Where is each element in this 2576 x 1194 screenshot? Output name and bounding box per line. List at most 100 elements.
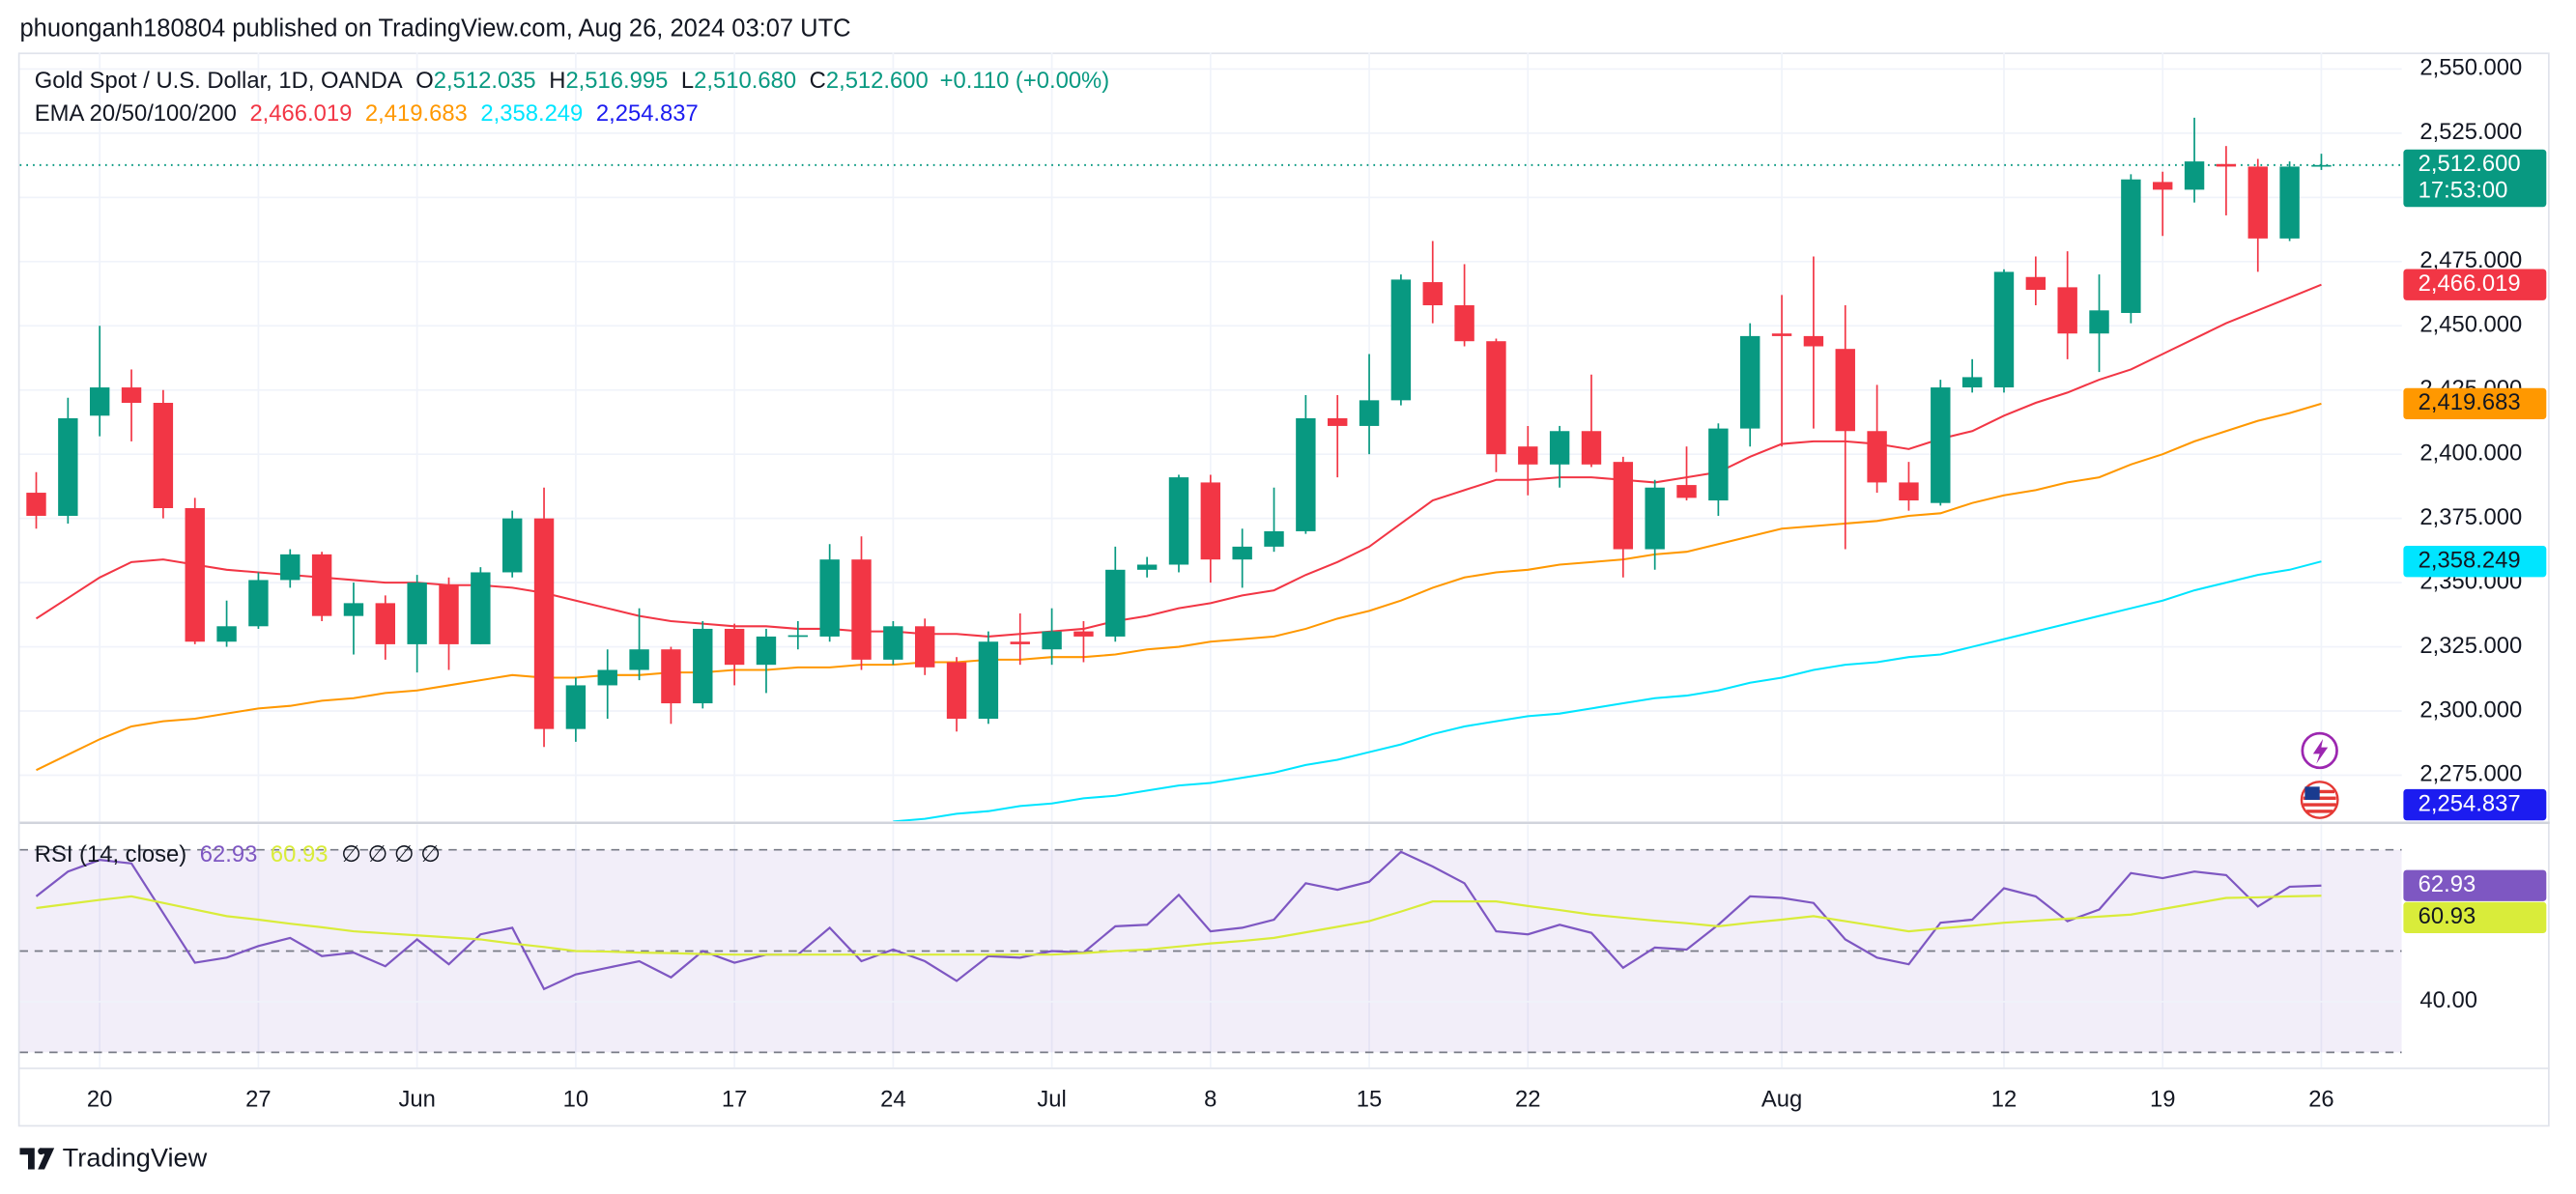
candle-body <box>1010 641 1030 644</box>
ema-line <box>36 402 2322 772</box>
candle-body <box>216 626 237 642</box>
last-price-badge: 2,512.600 <box>2419 151 2521 177</box>
candle-body <box>185 508 205 642</box>
rsi-line <box>36 895 2322 956</box>
candle-body <box>1803 335 1824 347</box>
rsi-badge: 60.93 <box>2419 903 2476 929</box>
y-tick-label: 2,275.000 <box>2419 761 2522 787</box>
ohlc-key: H <box>549 68 565 94</box>
change: +0.110 (+0.00%) <box>940 68 1110 94</box>
y-tick-label: 2,550.000 <box>2419 55 2522 81</box>
x-tick-label: 24 <box>880 1086 905 1112</box>
candle-body <box>1613 462 1634 550</box>
ohlc-key: C <box>810 68 826 94</box>
rsi-legend: RSI (14, close) 62.93 60.93 ∅ ∅ ∅ ∅ <box>35 841 441 867</box>
alert-icon <box>2301 731 2338 770</box>
last-price-badge-bg <box>2403 149 2547 208</box>
candle-body <box>1581 431 1602 465</box>
x-tick-label: 22 <box>1515 1086 1540 1112</box>
ohlc-value: 2,516.995 <box>565 68 668 94</box>
candle-body <box>2025 276 2046 291</box>
candle-body <box>311 554 332 616</box>
x-tick-label: Aug <box>1761 1086 1802 1112</box>
candle-body <box>1136 564 1158 570</box>
candle-body <box>2121 179 2141 313</box>
y-tick-label: 2,325.000 <box>2419 633 2522 659</box>
y-tick-label: 2,375.000 <box>2419 504 2522 530</box>
candle-body <box>1390 279 1412 401</box>
candle-body <box>2247 166 2268 239</box>
ohlc-key: L <box>681 68 694 94</box>
ema-badge-bg <box>2403 788 2547 821</box>
candle-body <box>1264 530 1284 547</box>
brand-logo <box>19 1148 55 1170</box>
rsi-tick-label: 40.00 <box>2419 987 2477 1013</box>
candle-body <box>2153 182 2173 190</box>
x-tick-label: 17 <box>722 1086 747 1112</box>
candle-body <box>1232 546 1252 560</box>
y-tick-label: 2,525.000 <box>2419 119 2522 145</box>
rsi-value: 60.93 <box>271 841 329 867</box>
candle-body <box>1105 569 1126 637</box>
ema-badge-bg <box>2403 546 2547 578</box>
candle-body <box>2057 287 2077 334</box>
ema-value: 2,419.683 <box>365 100 468 127</box>
chart-frame <box>17 52 2550 1127</box>
ema-badge: 2,254.837 <box>2419 790 2521 816</box>
candle-body <box>724 628 745 666</box>
candle-body <box>1771 333 1792 336</box>
candle-body <box>1549 431 1570 465</box>
rsi-badge-bg <box>2403 869 2547 901</box>
ohlc-value: 2,510.680 <box>694 68 796 94</box>
ema-badge-bg <box>2403 387 2547 420</box>
candle-body <box>471 572 491 644</box>
x-tick-label: 27 <box>245 1086 271 1112</box>
candle-body <box>756 636 777 666</box>
candle-body <box>439 584 459 644</box>
candle-body <box>1931 387 1951 503</box>
ema-badge-bg <box>2403 269 2547 300</box>
candle-body <box>1073 631 1094 637</box>
candle-body <box>693 628 713 704</box>
ema-line <box>893 560 2322 822</box>
candle-body <box>851 559 872 660</box>
x-tick-label: 8 <box>1204 1086 1216 1112</box>
candle-body <box>661 649 681 704</box>
candle-body <box>375 603 396 644</box>
candle-body <box>2184 161 2205 190</box>
x-tick-label: 10 <box>563 1086 588 1112</box>
candle-body <box>946 662 967 719</box>
candle-body <box>2216 163 2237 167</box>
y-tick-label: 2,400.000 <box>2419 440 2522 466</box>
candle-body <box>501 518 523 573</box>
rsi-name: RSI (14, close) <box>35 841 186 867</box>
ema-badge: 2,466.019 <box>2419 270 2521 297</box>
candle-body <box>2279 166 2300 239</box>
candle-body <box>565 685 587 729</box>
symbol-legend: Gold Spot / U.S. Dollar, 1D, OANDA O 2,512… <box>35 68 1109 94</box>
rsi-value: 62.93 <box>200 841 258 867</box>
candle-body <box>58 417 78 516</box>
x-tick-label: 15 <box>1357 1086 1382 1112</box>
ohlc-value: 2,512.600 <box>826 68 929 94</box>
candle-body <box>1993 271 2015 388</box>
candle-body <box>1867 431 1887 483</box>
brand-name: TradingView <box>63 1142 208 1172</box>
rsi-pane <box>19 848 2402 1054</box>
rsi-extra: ∅ ∅ ∅ ∅ <box>341 841 441 867</box>
candle-body <box>121 387 142 404</box>
ema-badge: 2,419.683 <box>2419 389 2521 415</box>
ema-badge: 2,358.249 <box>2419 547 2521 573</box>
us-flag-icon <box>2300 781 2339 819</box>
rsi-line <box>35 850 2322 991</box>
ohlc-key: O <box>415 68 434 94</box>
byline: phuonganh180804 published on TradingView… <box>19 14 850 42</box>
candle-body <box>1359 400 1380 426</box>
candle-body <box>819 559 840 637</box>
candle-body <box>597 669 617 686</box>
symbol-name: Gold Spot / U.S. Dollar, 1D, OANDA <box>35 68 403 94</box>
rsi-badge: 62.93 <box>2419 871 2476 897</box>
x-tick-label: 20 <box>87 1086 112 1112</box>
